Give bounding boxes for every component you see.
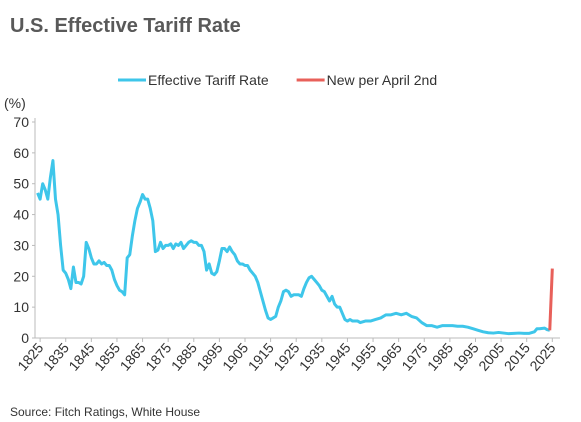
y-tick-label: 50 <box>13 176 29 192</box>
y-axis-label: (%) <box>4 95 26 111</box>
x-tick-label: 1865 <box>117 339 149 373</box>
x-tick-label: 1875 <box>142 339 174 373</box>
x-tick-label: 1925 <box>270 339 302 373</box>
y-tick-label: 70 <box>13 114 29 130</box>
x-tick-label: 1975 <box>398 339 430 373</box>
y-tick-label: 60 <box>13 145 29 161</box>
x-tick-label: 1985 <box>424 339 456 373</box>
legend-label: Effective Tariff Rate <box>148 72 269 88</box>
legend-label: New per April 2nd <box>327 72 438 88</box>
x-tick-label: 1945 <box>321 339 353 373</box>
x-tick-label: 1955 <box>347 339 379 373</box>
x-tick-label: 1855 <box>91 339 123 373</box>
x-tick-label: 1885 <box>168 339 200 373</box>
x-tick-label: 2005 <box>475 339 507 373</box>
y-tick-label: 30 <box>13 237 29 253</box>
chart-title: U.S. Effective Tariff Rate <box>10 15 241 37</box>
x-tick-label: 1835 <box>40 339 72 373</box>
y-tick-label: 20 <box>13 268 29 284</box>
source: Source: Fitch Ratings, White House <box>10 405 200 419</box>
x-tick-label: 1915 <box>245 339 277 373</box>
x-tick-label: 1895 <box>193 339 225 373</box>
x-tick-label: 1935 <box>296 339 328 373</box>
x-tick-label: 2025 <box>526 339 558 373</box>
y-tick-label: 0 <box>21 330 29 346</box>
series-line <box>36 159 551 336</box>
y-tick-label: 10 <box>13 299 29 315</box>
x-tick-label: 1845 <box>65 339 97 373</box>
series-line <box>548 268 554 331</box>
x-tick-label: 2015 <box>501 339 533 373</box>
x-tick-label: 1905 <box>219 339 251 373</box>
x-tick-label: 1965 <box>373 339 405 373</box>
x-tick-label: 1825 <box>14 339 46 373</box>
y-tick-label: 40 <box>13 207 29 223</box>
x-tick-label: 1995 <box>450 339 482 373</box>
